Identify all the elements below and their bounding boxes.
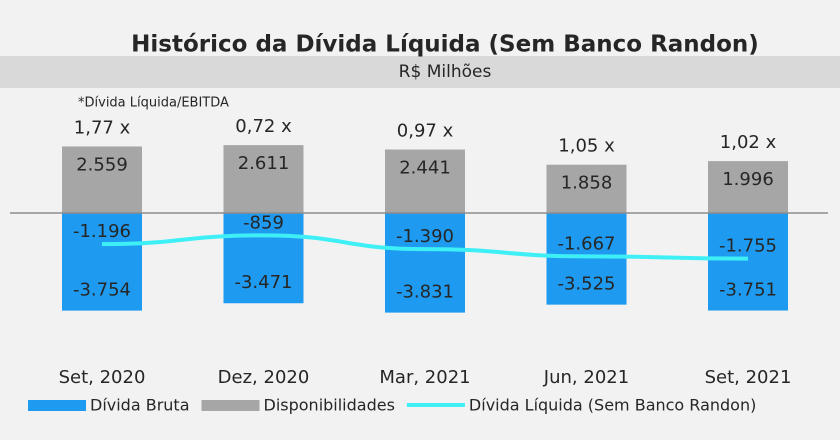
ratio-label: 0,72 x <box>235 116 292 137</box>
value-label: -3.754 <box>73 280 131 301</box>
bar <box>62 146 142 213</box>
header-band <box>0 56 840 88</box>
x-tick-label: Jun, 2021 <box>543 367 629 388</box>
value-label: -859 <box>243 212 284 233</box>
value-label: -1.667 <box>557 233 615 254</box>
line <box>101 233 749 261</box>
legend-label: Dívida Líquida (Sem Banco Randon) <box>469 396 756 415</box>
value-label: -3.471 <box>234 272 292 293</box>
legend-label: Disponibilidades <box>264 396 395 415</box>
bar <box>708 161 788 213</box>
bar <box>546 213 627 305</box>
ratio-label: 0,97 x <box>397 121 454 142</box>
value-label: -3.525 <box>557 274 615 295</box>
bar <box>223 213 304 304</box>
bar <box>223 145 304 213</box>
x-tick-label: Set, 2021 <box>705 367 792 388</box>
value-label: -1.755 <box>719 236 777 257</box>
bar <box>708 213 788 311</box>
bar <box>385 149 465 213</box>
x-tick-label: Dez, 2020 <box>218 367 310 388</box>
bar <box>62 213 142 311</box>
x-tick-label: Mar, 2021 <box>379 367 470 388</box>
legend-label: Dívida Bruta <box>90 396 190 415</box>
value-label: 1.996 <box>722 169 774 190</box>
value-label: 1.858 <box>561 173 613 194</box>
legend-swatch <box>201 400 260 411</box>
value-label: -1.196 <box>73 221 131 242</box>
value-label: -3.831 <box>396 282 454 303</box>
chart-title: Histórico da Dívida Líquida (Sem Banco R… <box>131 32 759 58</box>
value-label: 2.611 <box>238 153 290 174</box>
ratio-note: *Dívida Líquida/EBITDA <box>78 96 229 111</box>
bar <box>546 164 627 213</box>
ratio-label: 1,05 x <box>558 136 615 157</box>
ratio-label: 1,77 x <box>74 117 131 138</box>
legend-swatch <box>28 400 86 411</box>
value-label: -3.751 <box>719 280 777 301</box>
x-tick-label: Set, 2020 <box>59 367 146 388</box>
value-label: -1.390 <box>396 226 454 247</box>
value-label: 2.441 <box>399 158 451 179</box>
ratio-label: 1,02 x <box>720 132 777 153</box>
bar <box>385 213 465 313</box>
value-label: 2.559 <box>76 154 128 175</box>
chart-subtitle: R$ Milhões <box>399 62 492 82</box>
